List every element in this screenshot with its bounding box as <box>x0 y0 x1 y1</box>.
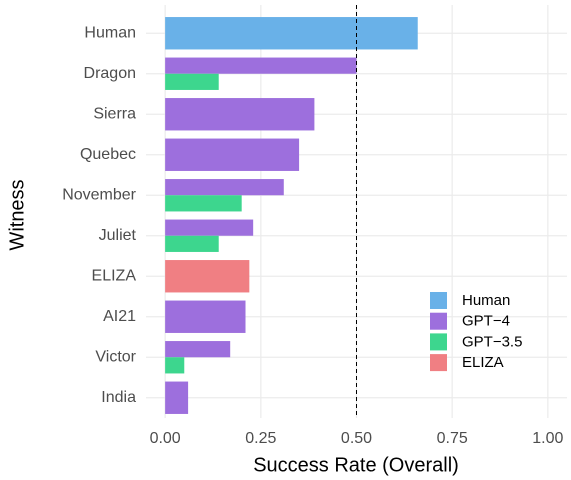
x-tick-label: 0.00 <box>150 430 181 447</box>
y-tick-label: ELIZA <box>92 267 137 284</box>
bar <box>165 219 254 236</box>
bar <box>165 341 231 358</box>
x-axis-title: Success Rate (Overall) <box>253 454 459 476</box>
y-tick-label: Victor <box>95 348 136 365</box>
y-tick-label: Human <box>84 24 136 41</box>
x-tick-label: 0.75 <box>437 430 468 447</box>
y-axis-title: Witness <box>6 179 28 250</box>
bar <box>165 98 315 131</box>
bar <box>165 179 284 196</box>
bar <box>165 195 242 212</box>
bar <box>165 357 185 374</box>
y-tick-label: India <box>101 389 136 406</box>
legend-label: GPT−3.5 <box>462 333 522 350</box>
bar <box>165 235 219 252</box>
legend-swatch <box>430 354 447 372</box>
bar <box>165 300 246 333</box>
y-tick-label: Sierra <box>93 105 136 122</box>
y-tick-label: AI21 <box>103 308 136 325</box>
x-tick-label: 0.50 <box>341 430 372 447</box>
x-tick-label: 1.00 <box>532 430 563 447</box>
legend-label: Human <box>462 292 510 309</box>
bar <box>165 138 300 171</box>
bar <box>165 57 357 74</box>
y-tick-label: Dragon <box>84 65 136 82</box>
x-tick-label: 0.25 <box>245 430 276 447</box>
bar <box>165 260 250 293</box>
bar <box>165 73 219 90</box>
legend-swatch <box>430 292 447 309</box>
legend-swatch <box>430 312 447 330</box>
bar <box>165 381 189 414</box>
legend-swatch <box>430 333 447 351</box>
y-tick-label: Juliet <box>99 227 137 244</box>
y-tick-label: Quebec <box>80 146 136 163</box>
legend-label: GPT−4 <box>462 313 510 330</box>
bar <box>165 17 418 50</box>
legend-label: ELIZA <box>462 354 504 371</box>
y-tick-label: November <box>62 186 136 203</box>
